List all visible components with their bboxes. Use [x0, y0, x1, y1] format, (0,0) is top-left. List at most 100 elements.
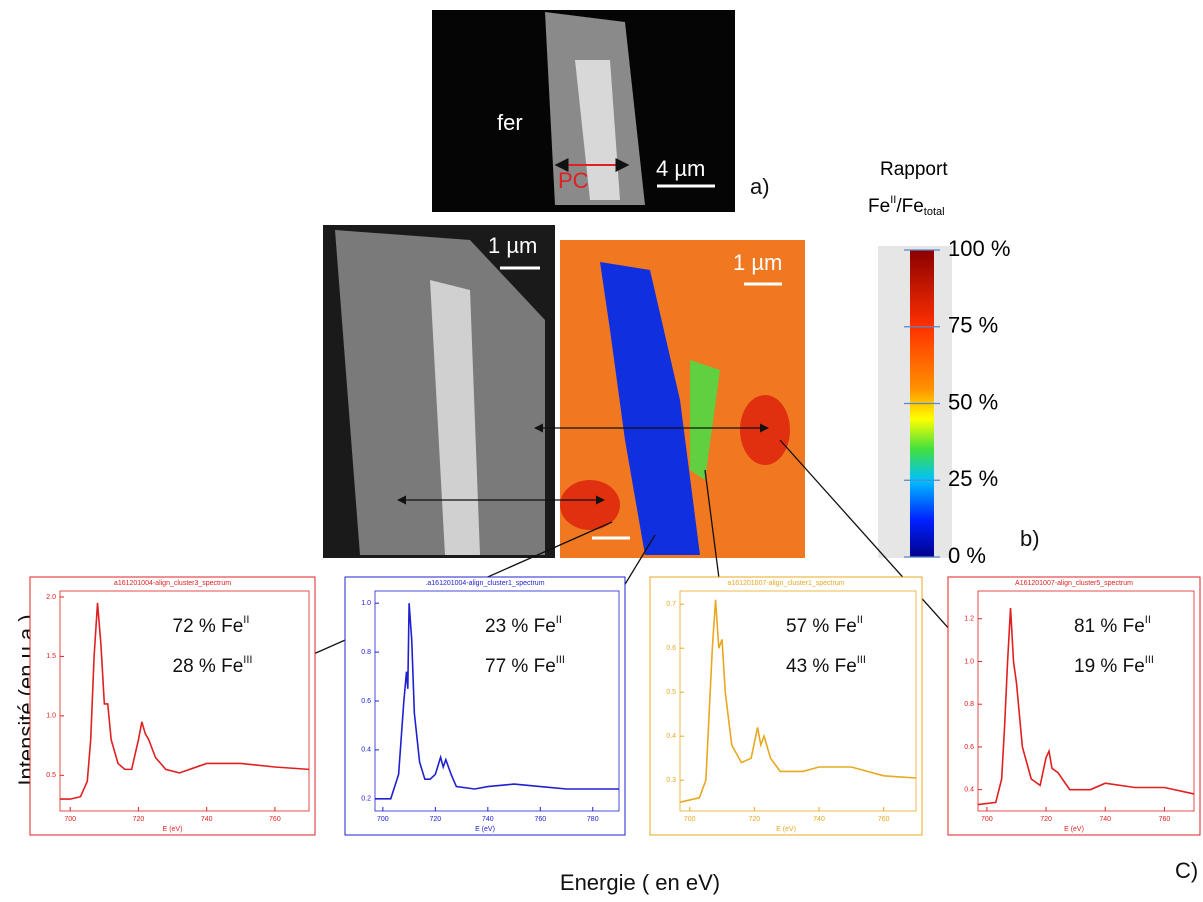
x-tick-label: 720: [133, 816, 145, 823]
fraction-text: 23 % Fe: [485, 616, 556, 637]
plot-area: [679, 590, 917, 812]
y-tick-label: 0.7: [666, 601, 676, 608]
x-tick-label: 720: [1040, 816, 1052, 823]
y-tick-label: 0.4: [964, 786, 974, 793]
x-axis-label: Energie ( en eV): [560, 870, 720, 895]
y-tick-label: 1.0: [361, 600, 371, 607]
ratio-sup: II: [890, 194, 896, 206]
colorbar-ratio: FeII/Fetotal: [868, 194, 945, 218]
plot-area: [59, 590, 310, 812]
x-tick-label: 720: [749, 816, 761, 823]
x-tick-label: 700: [981, 816, 993, 823]
scale-label: 1 µm: [488, 233, 537, 258]
fraction-text: 57 % Fe: [786, 616, 857, 637]
colorbar-tick-label: 100 %: [948, 236, 1010, 261]
x-tick-label: 760: [1159, 816, 1171, 823]
fraction-label: 23 % FeII: [485, 614, 562, 637]
sem-label: fer: [497, 110, 523, 135]
x-tick-label: 700: [684, 816, 696, 823]
fraction-label: 19 % FeIII: [1074, 654, 1154, 677]
fraction-sup: II: [857, 614, 863, 626]
sem-layer: [430, 280, 480, 555]
fraction-text: 77 % Fe: [485, 656, 556, 677]
y-tick-label: 0.6: [666, 645, 676, 652]
chart-x-label: E (eV): [475, 826, 495, 833]
fraction-sup: II: [556, 614, 562, 626]
x-tick-label: 740: [201, 816, 213, 823]
ratio-text: Fe: [868, 196, 890, 217]
chart-frame: [344, 576, 626, 836]
chart-title: a161201004-align_cluster3_spectrum: [114, 580, 231, 587]
scale-label: 1 µm: [733, 250, 782, 275]
x-tick-label: 780: [587, 816, 599, 823]
fraction-sup: II: [1145, 614, 1151, 626]
x-tick-label: 740: [482, 816, 494, 823]
y-tick-label: 1.2: [964, 616, 974, 623]
panel-label: a): [750, 174, 770, 199]
fraction-sup: III: [1145, 654, 1154, 666]
y-tick-label: 0.6: [361, 698, 371, 705]
x-tick-label: 700: [377, 816, 389, 823]
spectrum-line: [977, 608, 1195, 806]
map-region: [740, 395, 790, 465]
fraction-label: 81 % FeII: [1074, 614, 1151, 637]
x-tick-label: 720: [430, 816, 442, 823]
arrow: [779, 439, 969, 651]
y-tick-label: 0.8: [964, 701, 974, 708]
ratio-text: /Fe: [896, 196, 923, 217]
chart-frame: [947, 576, 1201, 836]
y-tick-label: 0.8: [361, 649, 371, 656]
fraction-text: 19 % Fe: [1074, 656, 1145, 677]
chart-x-label: E (eV): [776, 826, 796, 833]
y-tick-label: 1.0: [964, 658, 974, 665]
fraction-text: 28 % Fe: [173, 656, 244, 677]
plot-area: [977, 590, 1195, 812]
y-tick-label: 0.2: [361, 796, 371, 803]
map-region: [690, 360, 720, 480]
x-tick-label: 760: [878, 816, 890, 823]
colorbar-tick-label: 25 %: [948, 466, 998, 491]
y-tick-label: 0.4: [666, 733, 676, 740]
map-region: [560, 480, 620, 530]
fraction-text: 72 % Fe: [173, 616, 244, 637]
colorbar-title: Rapport: [880, 159, 948, 180]
fraction-text: 81 % Fe: [1074, 616, 1145, 637]
y-tick-label: 1.0: [46, 713, 56, 720]
chart-title: .a161201004-align_cluster1_spectrum: [425, 580, 544, 587]
chart-x-label: E (eV): [1064, 826, 1084, 833]
fraction-sup: III: [243, 654, 252, 666]
x-tick-label: 740: [813, 816, 825, 823]
fraction-text: 43 % Fe: [786, 656, 857, 677]
chart-x-label: E (eV): [163, 826, 183, 833]
y-tick-label: 2.0: [46, 594, 56, 601]
y-tick-label: 0.4: [361, 747, 371, 754]
x-tick-label: 740: [1099, 816, 1111, 823]
colorbar-tick-label: 75 %: [948, 313, 998, 338]
panel-label: C): [1175, 858, 1198, 883]
scale-label: 4 µm: [656, 156, 705, 181]
fraction-sup: III: [556, 654, 565, 666]
colorbar-tick-label: 0 %: [948, 543, 986, 568]
fraction-label: 57 % FeII: [786, 614, 863, 637]
y-tick-label: 0.5: [666, 689, 676, 696]
y-tick-label: 0.3: [666, 777, 676, 784]
chart-frame: [29, 576, 316, 836]
y-tick-label: 0.5: [46, 772, 56, 779]
panel-label: b): [1020, 526, 1040, 551]
fraction-label: 77 % FeIII: [485, 654, 565, 677]
x-tick-label: 700: [64, 816, 76, 823]
chart-title: a161201007-align_cluster1_spectrum: [727, 580, 844, 587]
fraction-sup: II: [243, 614, 249, 626]
spectrum-line: [679, 599, 917, 803]
y-tick-label: 1.5: [46, 653, 56, 660]
fraction-sup: III: [857, 654, 866, 666]
chart-frame: [649, 576, 923, 836]
spectrum-line: [60, 602, 310, 800]
y-tick-label: 0.6: [964, 744, 974, 751]
map-region: [600, 262, 700, 555]
ratio-sub: total: [924, 206, 945, 218]
x-tick-label: 760: [534, 816, 546, 823]
fraction-label: 43 % FeIII: [786, 654, 866, 677]
spectrum-line: [375, 603, 619, 800]
